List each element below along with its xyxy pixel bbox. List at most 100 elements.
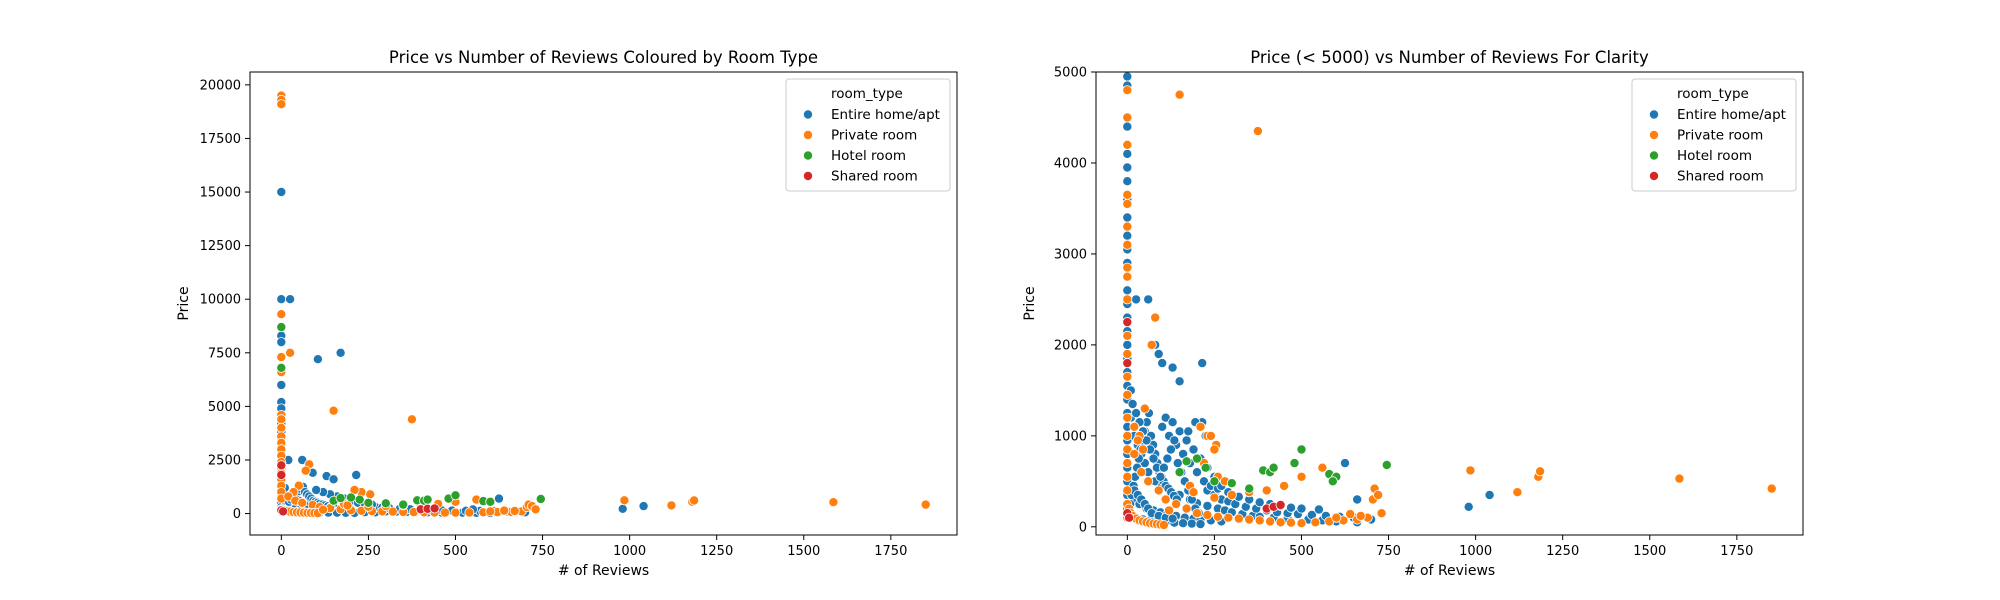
data-point xyxy=(1122,317,1133,328)
data-point xyxy=(1122,139,1133,150)
y-tick-label: 17500 xyxy=(200,132,241,147)
legend-marker xyxy=(803,109,814,120)
data-point xyxy=(1183,426,1194,437)
data-point xyxy=(617,503,628,514)
data-point xyxy=(1122,471,1133,482)
data-point xyxy=(1162,453,1173,464)
legend-box xyxy=(785,78,951,192)
data-point xyxy=(1296,471,1307,482)
y-axis-label: Price xyxy=(1022,286,1038,320)
data-point xyxy=(530,504,541,515)
x-axis: 0 250 500 750 1000 1250 1500 1750 xyxy=(277,535,907,559)
data-point xyxy=(1244,514,1255,525)
data-point xyxy=(285,294,296,305)
data-point xyxy=(1174,376,1185,387)
data-point xyxy=(535,493,546,504)
data-point xyxy=(1122,221,1133,232)
y-axis-label: Price xyxy=(176,286,192,320)
data-point xyxy=(276,469,287,480)
data-point xyxy=(1122,389,1133,400)
x-tick-label: 0 xyxy=(277,544,285,559)
data-point xyxy=(1139,403,1150,414)
data-point xyxy=(1226,478,1237,489)
data-point xyxy=(1122,339,1133,350)
legend-label: Hotel room xyxy=(831,148,906,164)
y-axis: 0 1000 2000 3000 4000 5000 xyxy=(1054,66,1096,535)
y-tick-label: 7500 xyxy=(208,346,241,361)
data-point xyxy=(1122,485,1133,496)
legend: room_type Entire home/apt Private room Hote… xyxy=(1631,78,1797,192)
left-scatter-plot: 0 250 500 750 1000 1250 1500 1750 02500500075001… xyxy=(176,48,958,579)
legend-marker xyxy=(803,150,814,161)
data-point xyxy=(439,507,450,518)
data-point xyxy=(380,498,391,509)
data-point xyxy=(1122,294,1133,305)
y-tick-label: 0 xyxy=(1079,520,1087,535)
data-point xyxy=(1275,499,1286,510)
data-point xyxy=(318,504,329,515)
plot-frame xyxy=(249,71,958,536)
legend-marker xyxy=(803,129,814,140)
data-point xyxy=(1122,112,1133,123)
data-point xyxy=(398,499,409,510)
data-point xyxy=(1122,230,1133,241)
data-point xyxy=(1296,518,1307,529)
data-point xyxy=(1463,501,1474,512)
data-point xyxy=(1186,518,1197,529)
data-point xyxy=(1122,358,1133,369)
data-point xyxy=(1143,476,1154,487)
data-point xyxy=(363,497,374,508)
legend-title: room_type xyxy=(1677,86,1749,102)
data-point xyxy=(1373,489,1384,500)
data-point xyxy=(276,322,287,333)
data-point xyxy=(1122,285,1133,296)
data-point xyxy=(1148,453,1159,464)
legend-box xyxy=(1631,78,1797,192)
data-point xyxy=(429,503,440,514)
data-point xyxy=(1381,459,1392,470)
data-point xyxy=(276,337,287,348)
data-point xyxy=(276,414,287,425)
data-point xyxy=(354,494,365,505)
data-point xyxy=(297,497,308,508)
legend-marker xyxy=(1649,109,1660,120)
data-point xyxy=(1122,348,1133,359)
data-point xyxy=(276,309,287,320)
data-point xyxy=(1265,516,1276,527)
data-point xyxy=(1122,430,1133,441)
y-axis: 0 2500 5000 7500 10000 12500 15000 17500 20000 xyxy=(200,78,250,522)
data-point xyxy=(1199,476,1210,487)
data-point xyxy=(422,494,433,505)
data-point xyxy=(493,493,504,504)
data-point xyxy=(335,493,346,504)
data-point xyxy=(1202,509,1213,520)
data-point xyxy=(1296,503,1307,514)
data-point xyxy=(1261,485,1272,496)
data-point xyxy=(1296,444,1307,455)
data-point xyxy=(1167,513,1178,524)
legend-label: Private room xyxy=(831,128,917,144)
data-point xyxy=(312,354,323,365)
data-point xyxy=(1376,508,1387,519)
data-point xyxy=(499,505,510,516)
data-point xyxy=(1465,465,1476,476)
x-tick-label: 0 xyxy=(1123,544,1131,559)
x-axis: 0 250 500 750 1000 1250 1500 1750 xyxy=(1123,535,1753,559)
data-point xyxy=(1286,517,1297,528)
data-point xyxy=(1158,520,1169,531)
chart-title: Price (< 5000) vs Number of Reviews For … xyxy=(1250,48,1649,67)
data-point xyxy=(1153,485,1164,496)
data-point xyxy=(1244,483,1255,494)
data-point xyxy=(1340,458,1351,469)
data-point xyxy=(285,347,296,358)
series-hotel-room xyxy=(1174,444,1392,494)
data-point xyxy=(1195,421,1206,432)
plot-frame xyxy=(1095,71,1804,536)
data-point xyxy=(1275,517,1286,528)
data-point xyxy=(1122,162,1133,173)
data-point xyxy=(1286,502,1297,513)
data-point xyxy=(1158,462,1169,473)
data-point xyxy=(276,362,287,373)
data-point xyxy=(1122,212,1133,223)
